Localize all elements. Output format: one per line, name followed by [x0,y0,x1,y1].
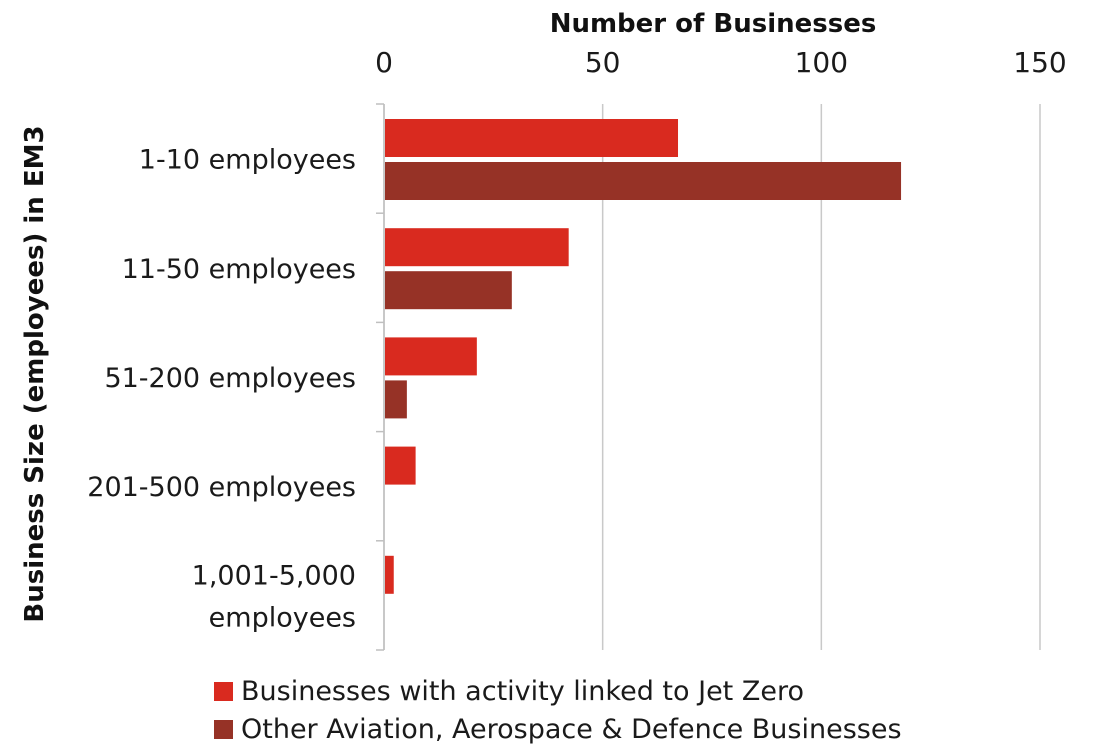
category-label: 201-500 employees [87,472,356,503]
x-tick-labels: 0 50 100 150 [375,46,1067,79]
legend: Businesses with activity linked to Jet Z… [214,672,902,748]
category-label: 51-200 employees [104,363,356,394]
category-label: 1,001-5,000 employees [192,560,356,633]
bar-series-0-cat-0 [385,119,679,157]
category-label: 11-50 employees [122,254,356,285]
bar-series-0-cat-4 [385,555,394,594]
legend-item-jet-zero: Businesses with activity linked to Jet Z… [214,672,902,710]
legend-label-jet-zero: Businesses with activity linked to Jet Z… [241,675,804,707]
x-tick-label-100: 100 [795,46,848,79]
legend-swatch-other-aad [214,719,233,739]
bar-series-0-cat-2 [385,337,477,376]
bar-series-1-cat-2 [385,380,407,419]
y-axis-title: Business Size (employees) in EM3 [20,125,50,622]
legend-item-other-aad: Other Aviation, Aerospace & Defence Busi… [214,710,902,748]
category-labels: 1-10 employees 11-50 employees 51-200 empl… [87,145,356,634]
x-tick-label-150: 150 [1013,46,1066,79]
x-axis-title: Number of Businesses [550,9,877,39]
bar-chart: Number of Businesses Business Size (empl… [20,9,1067,651]
bars [385,119,902,594]
legend-swatch-jet-zero [214,681,233,701]
bar-series-1-cat-0 [385,162,902,200]
x-tick-label-0: 0 [375,46,393,79]
category-label: 1-10 employees [139,145,356,176]
bar-series-1-cat-1 [385,271,512,310]
bar-series-0-cat-3 [385,446,416,485]
bar-series-0-cat-1 [385,228,569,267]
legend-label-other-aad: Other Aviation, Aerospace & Defence Busi… [241,713,902,745]
x-tick-label-50: 50 [585,46,621,79]
